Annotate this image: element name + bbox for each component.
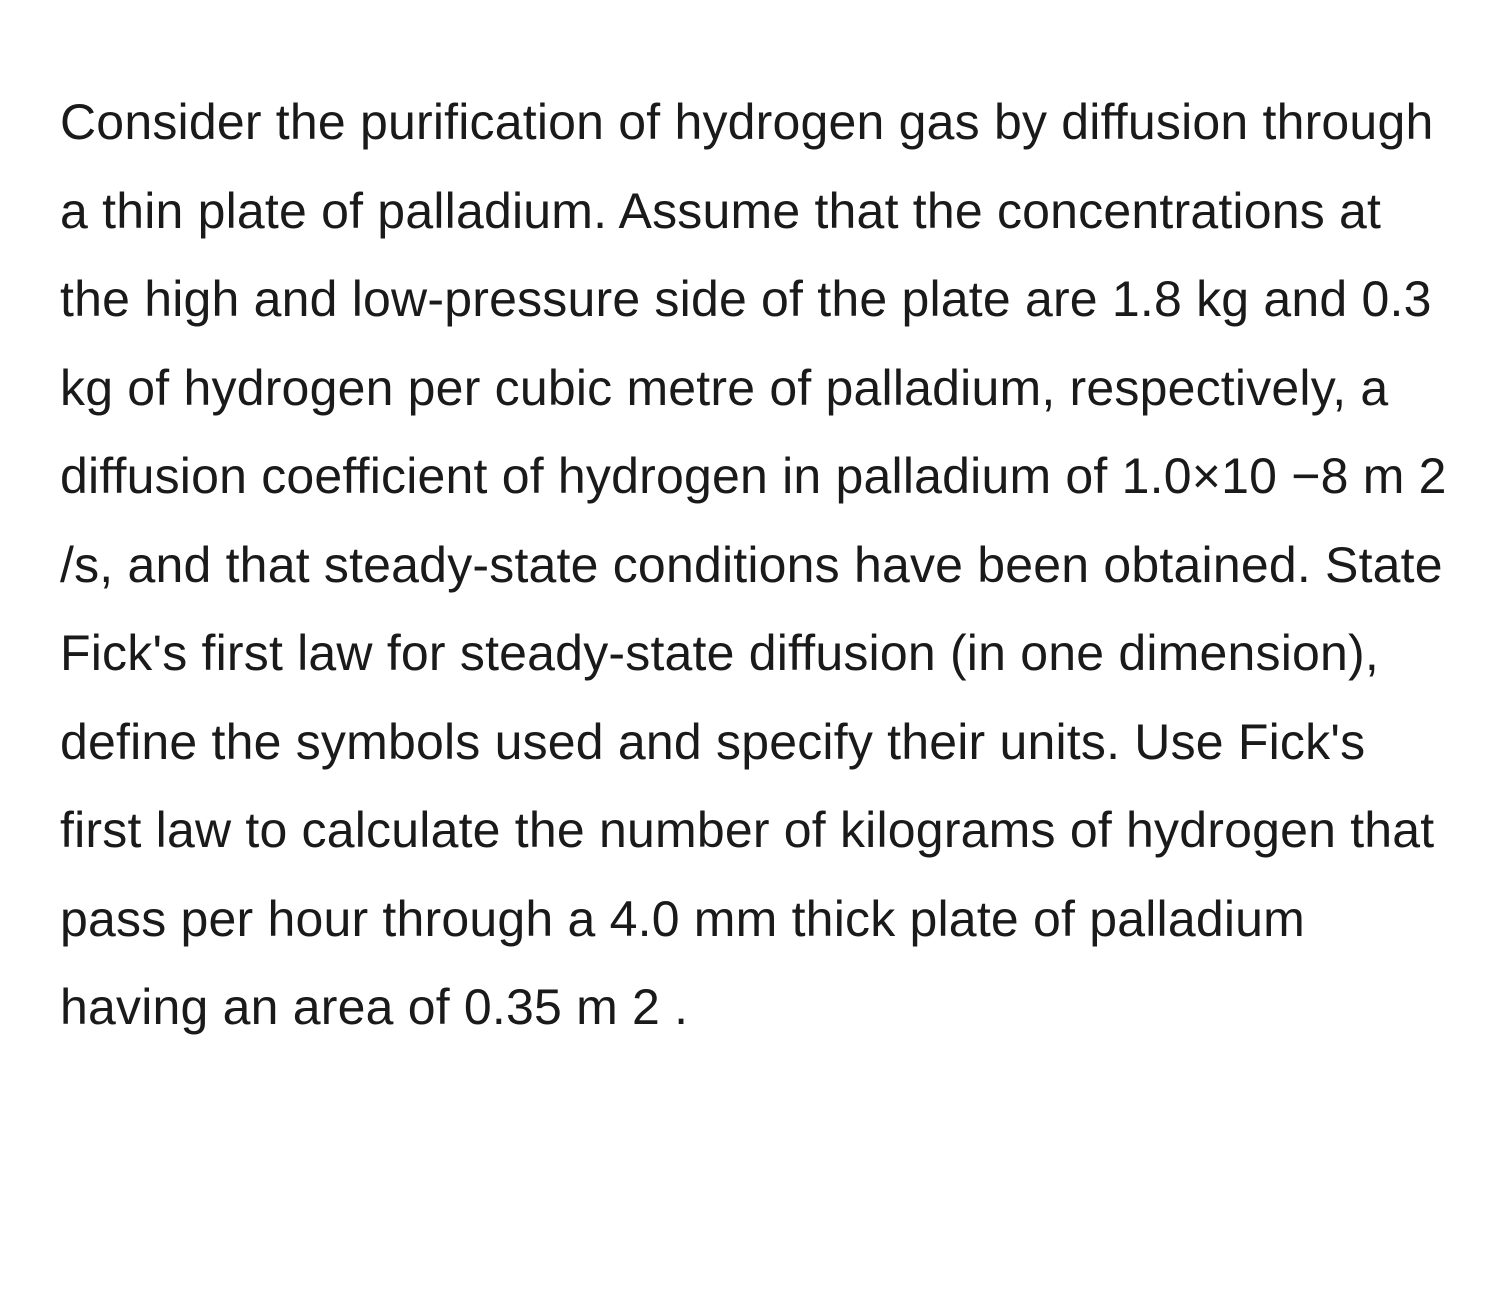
document-container: Consider the purification of hydrogen ga…	[0, 0, 1500, 1304]
problem-text: Consider the purification of hydrogen ga…	[60, 78, 1452, 1052]
